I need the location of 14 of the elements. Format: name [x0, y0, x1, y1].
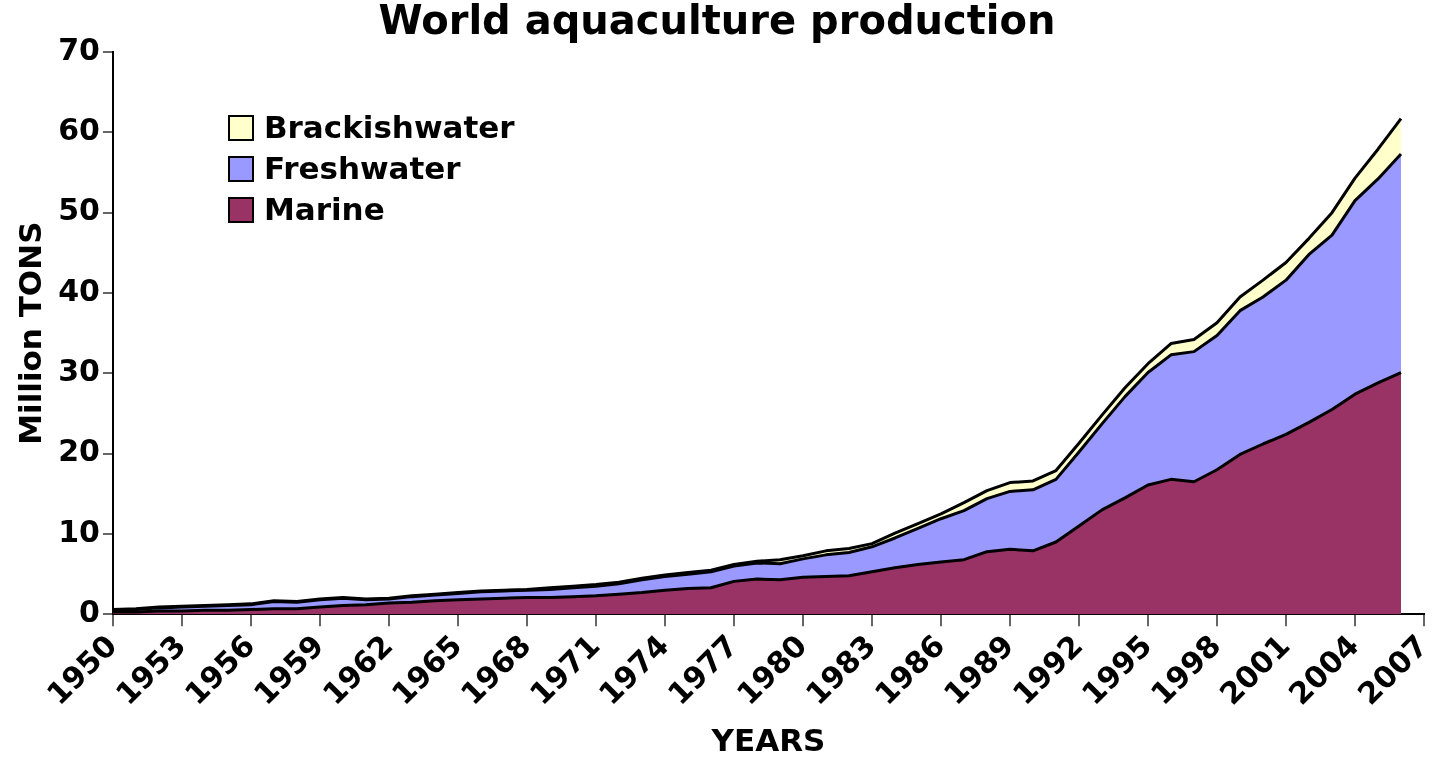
y-tick-label: 0 [79, 594, 100, 630]
legend-label: Marine [263, 190, 385, 229]
y-tick-label: 50 [58, 192, 100, 228]
x-axis-title: YEARS [710, 722, 826, 759]
legend-label: Brackishwater [263, 108, 515, 147]
y-tick-label: 70 [58, 31, 100, 67]
y-tick-label: 30 [58, 353, 100, 389]
chart-title: World aquaculture production [378, 0, 1056, 44]
y-axis-title: Million TONS [11, 221, 48, 445]
y-tick-label: 40 [58, 272, 100, 308]
y-tick-label: 60 [58, 112, 100, 148]
y-tick-label: 10 [58, 513, 100, 549]
legend-label: Freshwater [263, 149, 461, 188]
y-tick-label: 20 [58, 433, 100, 469]
